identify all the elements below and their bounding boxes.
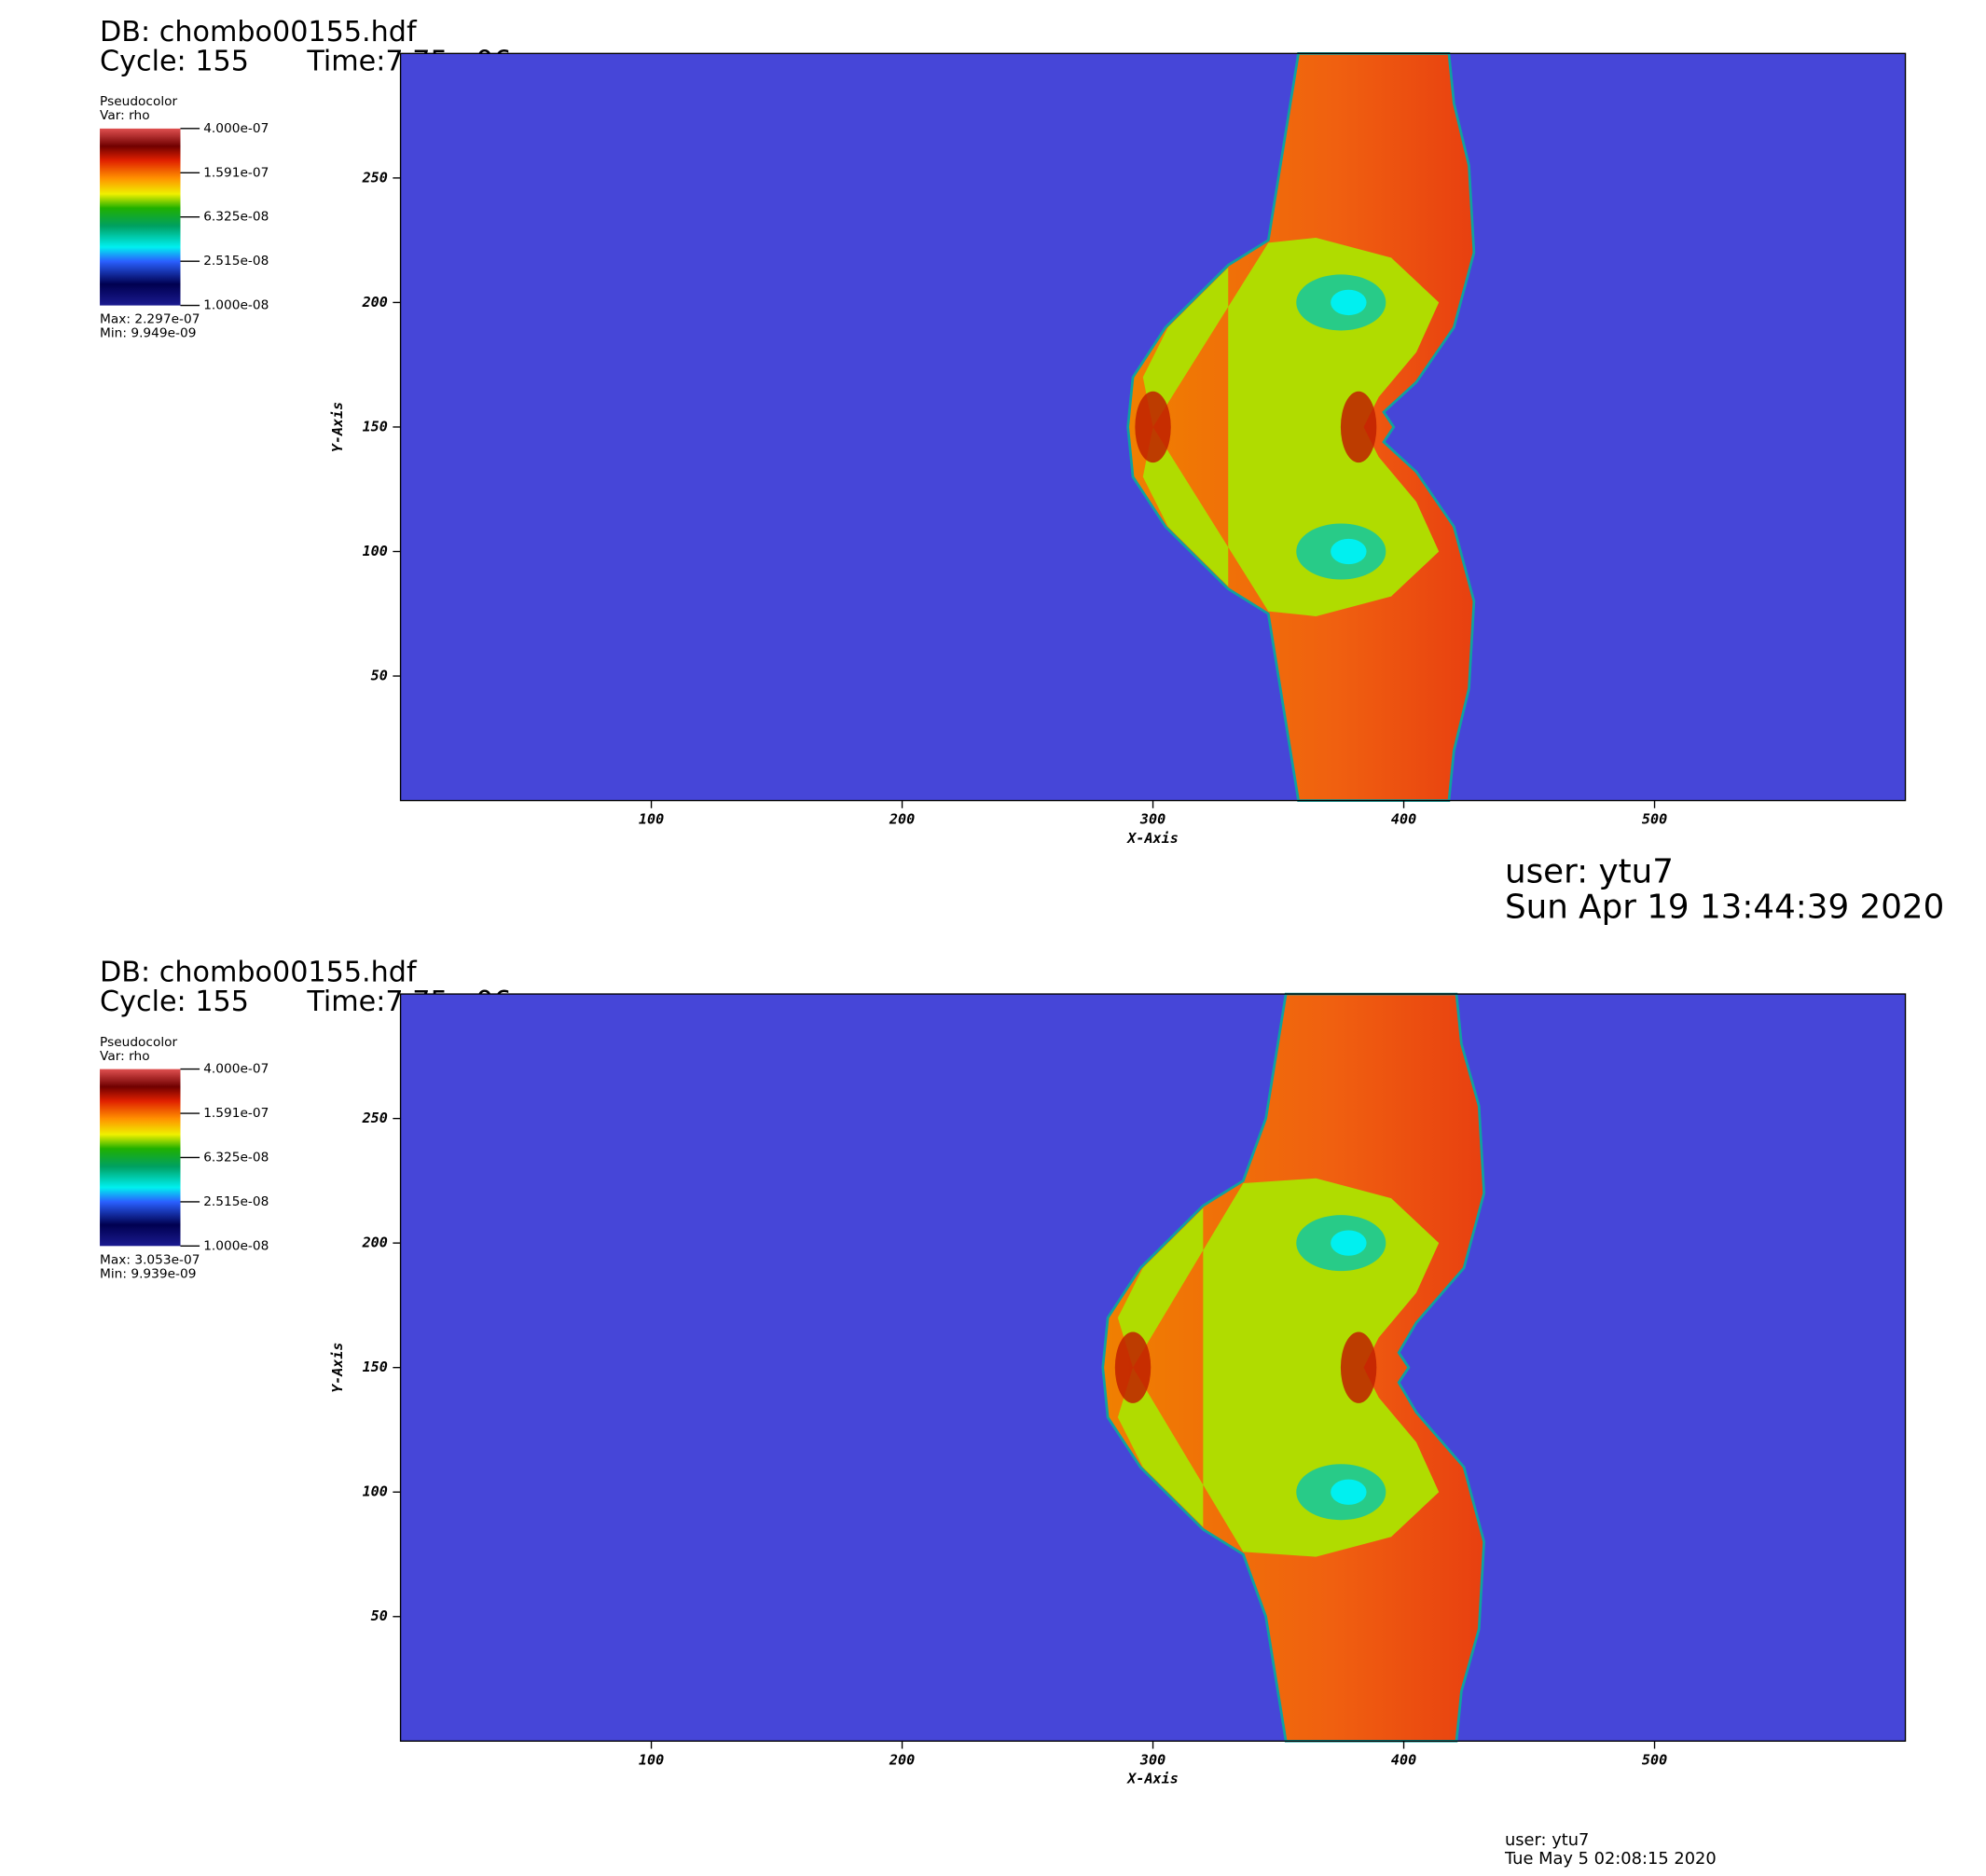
x-tick-label: 400 (1391, 811, 1416, 828)
colorbar-tick-label: 1.000e-08 (203, 298, 269, 313)
legend-min: Min: 9.949e-09 (100, 326, 196, 341)
y-tick-label: 250 (362, 1110, 388, 1126)
y-tick-label: 50 (371, 668, 388, 684)
low-density-core (1331, 289, 1367, 316)
y-tick-label: 50 (371, 1607, 388, 1624)
shocked-region (1142, 237, 1440, 616)
y-tick-label: 200 (362, 1235, 388, 1251)
legend-min: Min: 9.939e-09 (100, 1266, 196, 1281)
date-label: Sun Apr 19 13:44:39 2020 (1505, 889, 1944, 927)
colorbar-tick-label: 1.000e-08 (203, 1238, 269, 1253)
colorbar-tick-label: 1.591e-07 (203, 165, 269, 180)
y-tick-label: 250 (362, 169, 388, 186)
legend-max: Max: 3.053e-07 (100, 1252, 200, 1267)
high-density-spot (1340, 1331, 1377, 1403)
shocked-region (1117, 1178, 1440, 1557)
x-tick-label: 300 (1139, 1751, 1165, 1768)
x-axis-label: X-Axis (1125, 1771, 1179, 1787)
low-density-core (1331, 1230, 1367, 1256)
legend-title: Pseudocolor (100, 1035, 178, 1050)
legend-max: Max: 2.297e-07 (100, 312, 200, 327)
x-tick-label: 300 (1139, 811, 1165, 828)
x-tick-label: 400 (1391, 1751, 1416, 1768)
colorbar-tick-label: 4.000e-07 (203, 1062, 269, 1077)
y-tick-label: 150 (363, 1359, 388, 1375)
colorbar-tick-label: 6.325e-08 (203, 210, 269, 225)
x-tick-label: 500 (1642, 1751, 1667, 1768)
x-axis-label: X-Axis (1125, 830, 1179, 847)
cycle-label: Cycle: 155 (100, 45, 249, 77)
high-density-spot (1135, 391, 1171, 463)
user-label: user: ytu7 (1505, 852, 1674, 890)
legend-title: Pseudocolor (100, 94, 178, 109)
x-tick-label: 500 (1642, 811, 1667, 828)
y-axis-label: Y-Axis (329, 1343, 346, 1393)
legend-var: Var: rho (100, 1049, 150, 1064)
user-label: user: ytu7 (1505, 1830, 1589, 1850)
y-tick-label: 100 (363, 1483, 388, 1500)
low-density-core (1331, 538, 1367, 565)
x-tick-label: 100 (639, 811, 664, 828)
y-tick-label: 200 (362, 294, 388, 310)
colorbar-tick-label: 4.000e-07 (203, 121, 269, 136)
colorbar-tick-label: 2.515e-08 (203, 1194, 269, 1209)
high-density-spot (1340, 391, 1377, 463)
x-tick-label: 100 (639, 1751, 664, 1768)
cycle-label: Cycle: 155 (100, 986, 249, 1018)
date-label: Tue May 5 02:08:15 2020 (1504, 1849, 1717, 1869)
x-tick-label: 200 (889, 811, 915, 828)
colorbar-tick-label: 2.515e-08 (203, 254, 269, 269)
low-density-core (1331, 1479, 1367, 1505)
colorbar-tick-label: 6.325e-08 (203, 1150, 269, 1165)
db-label: DB: chombo00155.hdf (100, 957, 418, 989)
y-tick-label: 100 (363, 543, 388, 559)
y-tick-label: 150 (363, 418, 388, 435)
legend-var: Var: rho (100, 108, 150, 123)
db-label: DB: chombo00155.hdf (100, 16, 418, 48)
colorbar-tick-label: 1.591e-07 (203, 1106, 269, 1121)
high-density-spot (1114, 1331, 1152, 1403)
colorbar (100, 128, 181, 306)
y-axis-label: Y-Axis (329, 402, 346, 452)
x-tick-label: 200 (889, 1751, 915, 1768)
colorbar (100, 1069, 181, 1247)
